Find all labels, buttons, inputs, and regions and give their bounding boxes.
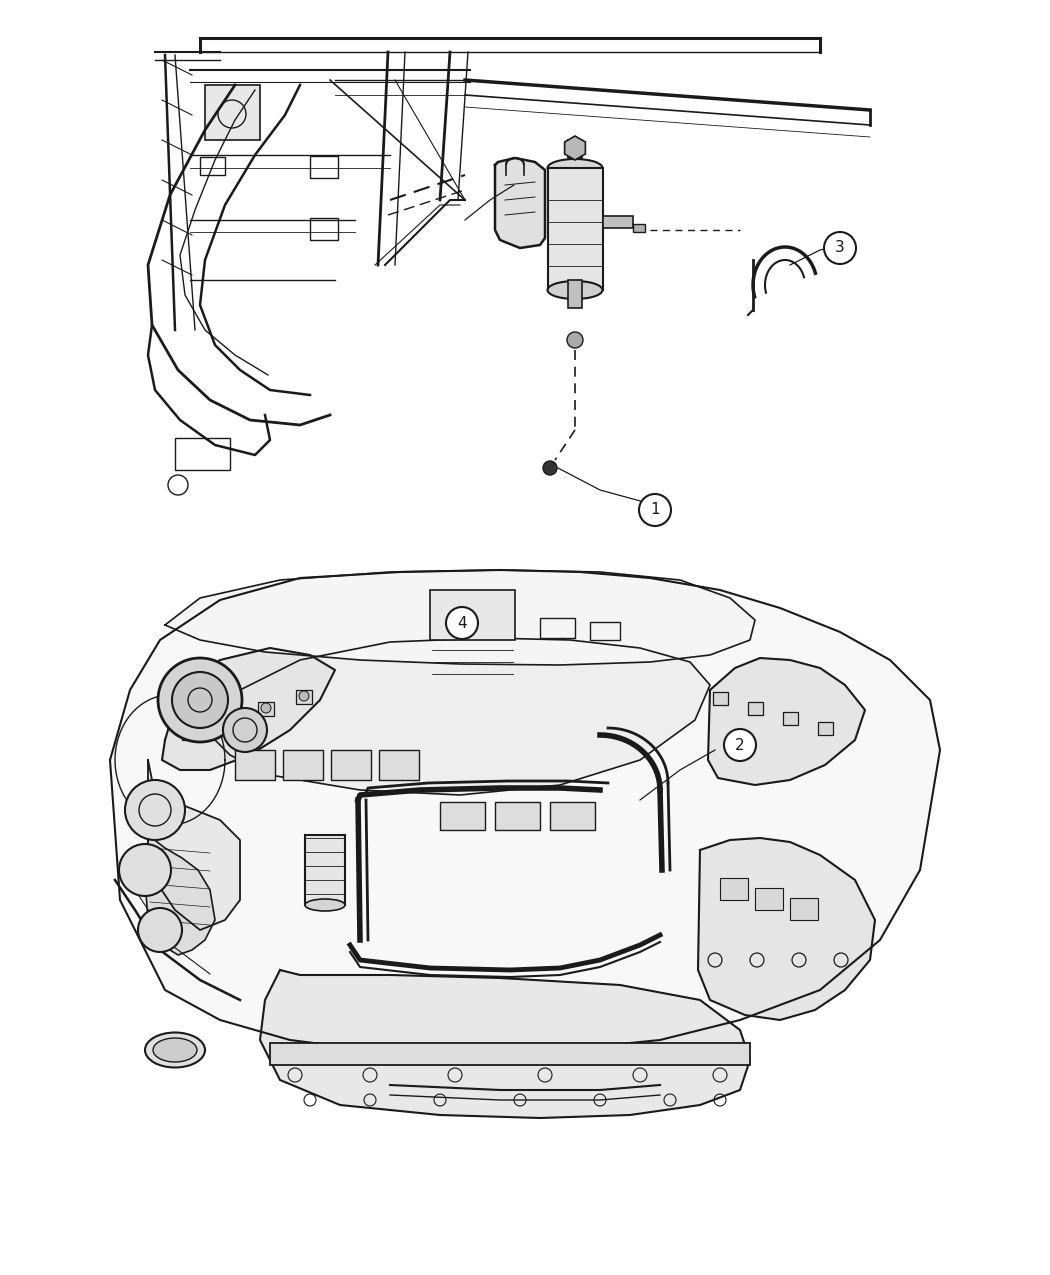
Bar bbox=[783, 711, 798, 725]
Bar bbox=[331, 750, 371, 780]
Circle shape bbox=[158, 658, 242, 742]
Polygon shape bbox=[110, 570, 940, 1054]
Text: 4: 4 bbox=[457, 616, 467, 631]
Bar bbox=[713, 692, 728, 705]
Ellipse shape bbox=[547, 280, 603, 300]
Bar bbox=[205, 85, 260, 140]
Bar bbox=[590, 622, 619, 640]
Ellipse shape bbox=[304, 899, 345, 912]
Circle shape bbox=[223, 715, 233, 725]
Bar bbox=[790, 898, 818, 921]
Circle shape bbox=[824, 232, 856, 264]
Circle shape bbox=[172, 672, 228, 728]
Bar bbox=[603, 215, 633, 228]
Polygon shape bbox=[165, 570, 755, 666]
Bar bbox=[235, 750, 275, 780]
Polygon shape bbox=[708, 658, 865, 785]
Ellipse shape bbox=[153, 1038, 197, 1062]
Bar bbox=[540, 618, 575, 638]
Text: 3: 3 bbox=[835, 241, 845, 255]
Circle shape bbox=[138, 908, 182, 952]
Bar bbox=[310, 156, 338, 178]
Circle shape bbox=[639, 493, 671, 527]
Bar bbox=[175, 439, 230, 470]
Bar bbox=[568, 280, 582, 309]
Circle shape bbox=[543, 462, 556, 476]
Bar bbox=[200, 157, 225, 175]
Text: 1: 1 bbox=[650, 502, 659, 518]
Polygon shape bbox=[260, 970, 750, 1118]
Ellipse shape bbox=[145, 1033, 205, 1067]
Circle shape bbox=[125, 780, 185, 840]
Polygon shape bbox=[215, 638, 710, 796]
Text: 2: 2 bbox=[735, 737, 744, 752]
Bar bbox=[258, 703, 274, 717]
Bar bbox=[430, 590, 514, 640]
Polygon shape bbox=[145, 838, 215, 955]
Bar bbox=[182, 725, 198, 739]
Bar bbox=[748, 703, 763, 715]
Bar bbox=[310, 218, 338, 240]
Polygon shape bbox=[495, 158, 545, 249]
Circle shape bbox=[119, 844, 171, 896]
Bar bbox=[550, 802, 595, 830]
Bar bbox=[304, 835, 345, 905]
Circle shape bbox=[261, 703, 271, 713]
Polygon shape bbox=[162, 648, 335, 770]
Bar bbox=[379, 750, 419, 780]
Bar bbox=[548, 168, 603, 289]
Bar bbox=[495, 802, 540, 830]
Bar bbox=[220, 714, 236, 728]
Bar bbox=[755, 887, 783, 910]
Ellipse shape bbox=[547, 159, 603, 177]
Bar bbox=[720, 878, 748, 900]
Bar bbox=[270, 1043, 750, 1065]
Bar bbox=[296, 690, 312, 704]
Circle shape bbox=[223, 708, 267, 752]
Circle shape bbox=[446, 607, 478, 639]
Circle shape bbox=[299, 691, 309, 701]
Circle shape bbox=[185, 727, 195, 737]
Polygon shape bbox=[148, 760, 240, 929]
Bar bbox=[440, 802, 485, 830]
Bar bbox=[568, 140, 582, 158]
Circle shape bbox=[724, 729, 756, 761]
Bar bbox=[633, 224, 645, 232]
Circle shape bbox=[567, 332, 583, 348]
Bar bbox=[818, 722, 833, 734]
Bar bbox=[284, 750, 323, 780]
Polygon shape bbox=[698, 838, 875, 1020]
